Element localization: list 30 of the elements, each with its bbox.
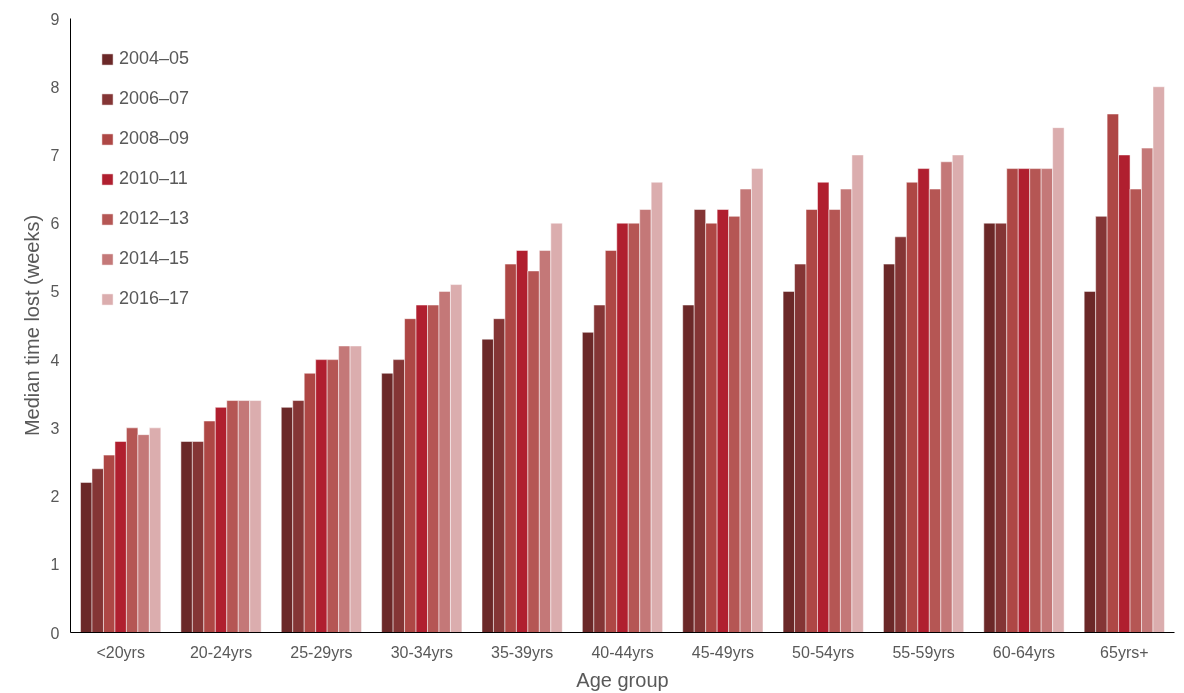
x-axis-title: Age group — [576, 668, 669, 691]
x-tick-label: 45-49yrs — [691, 643, 754, 661]
y-tick-label: 7 — [50, 146, 60, 164]
legend-label: 2012–13 — [119, 208, 190, 229]
y-tick-label: 0 — [50, 624, 60, 642]
x-tick-label: 20-24yrs — [189, 643, 253, 661]
x-tick-label: 65yrs+ — [1100, 643, 1149, 661]
y-axis-title: Median time lost (weeks) — [20, 214, 43, 437]
y-tick-label: 8 — [50, 78, 60, 96]
x-tick-label: 30-34yrs — [390, 643, 453, 661]
x-tick-label: <20yrs — [96, 643, 145, 661]
x-tick-label: 35-39yrs — [491, 643, 554, 661]
x-tick-label: 50-54yrs — [792, 643, 855, 661]
y-tick-label: 2 — [50, 488, 60, 506]
x-tick-label: 60-64yrs — [992, 643, 1056, 661]
y-tick-label: 5 — [50, 283, 60, 301]
y-tick-label: 6 — [50, 215, 60, 233]
y-tick-label: 3 — [50, 419, 60, 437]
legend-label: 2008–09 — [119, 128, 190, 149]
legend-label: 2010–11 — [119, 168, 188, 189]
x-tick-label: 25-29yrs — [290, 643, 353, 661]
y-tick-label: 1 — [50, 556, 60, 574]
x-tick-label: 40-44yrs — [591, 643, 654, 661]
x-tick-label: 55-59yrs — [892, 643, 955, 661]
legend-label: 2016–17 — [119, 288, 190, 309]
legend-label: 2014–15 — [119, 248, 190, 269]
legend-label: 2004–05 — [119, 48, 190, 69]
legend-label: 2006–07 — [119, 88, 190, 109]
y-tick-label: 9 — [50, 10, 60, 28]
y-tick-label: 4 — [50, 351, 60, 369]
